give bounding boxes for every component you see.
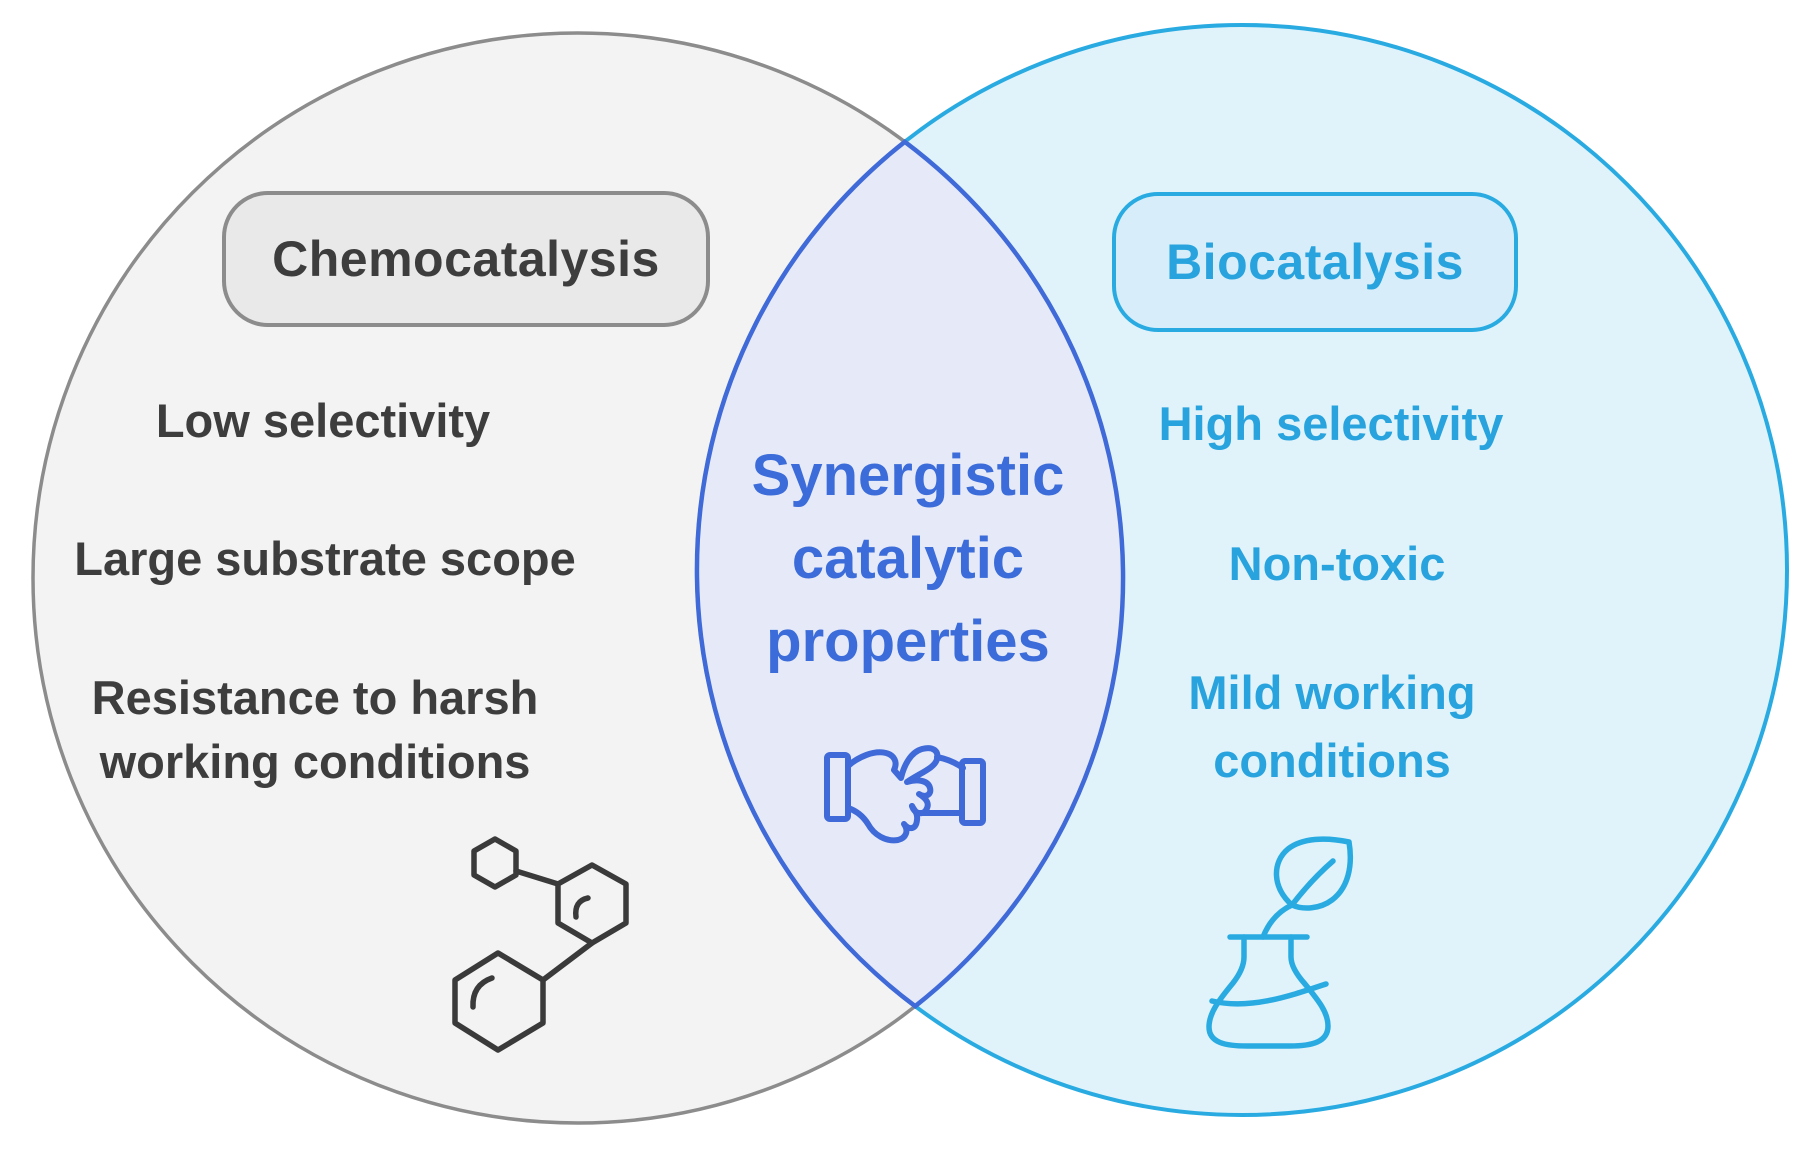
chemo-item-resistance-line1: Resistance to harsh	[91, 671, 539, 724]
chemo-item-low-selectivity: Low selectivity	[155, 394, 491, 447]
overlap-text-line1: Synergistic	[751, 443, 1065, 508]
bio-item-mild-working-line2: conditions	[1213, 734, 1451, 787]
biocatalysis-label: Biocatalysis	[1166, 234, 1464, 290]
molecule-icon	[452, 836, 629, 1053]
chemocatalysis-label: Chemocatalysis	[272, 231, 660, 287]
flask-leaf-icon	[1206, 836, 1354, 1049]
handshake-icon	[824, 745, 986, 844]
overlap-text-line3: properties	[766, 609, 1050, 674]
overlap-text-line2: catalytic	[791, 526, 1025, 591]
biocatalysis-pill: Biocatalysis	[1112, 192, 1518, 332]
bio-item-high-selectivity: High selectivity	[1158, 397, 1504, 450]
chemo-item-large-substrate-scope: Large substrate scope	[74, 532, 576, 585]
overlap-lens	[694, 138, 1126, 1010]
bio-item-non-toxic: Non-toxic	[1228, 537, 1446, 590]
chemocatalysis-pill: Chemocatalysis	[222, 191, 710, 327]
chemo-item-resistance-line2: working conditions	[99, 735, 531, 788]
bio-item-mild-working-line1: Mild working	[1188, 666, 1476, 719]
